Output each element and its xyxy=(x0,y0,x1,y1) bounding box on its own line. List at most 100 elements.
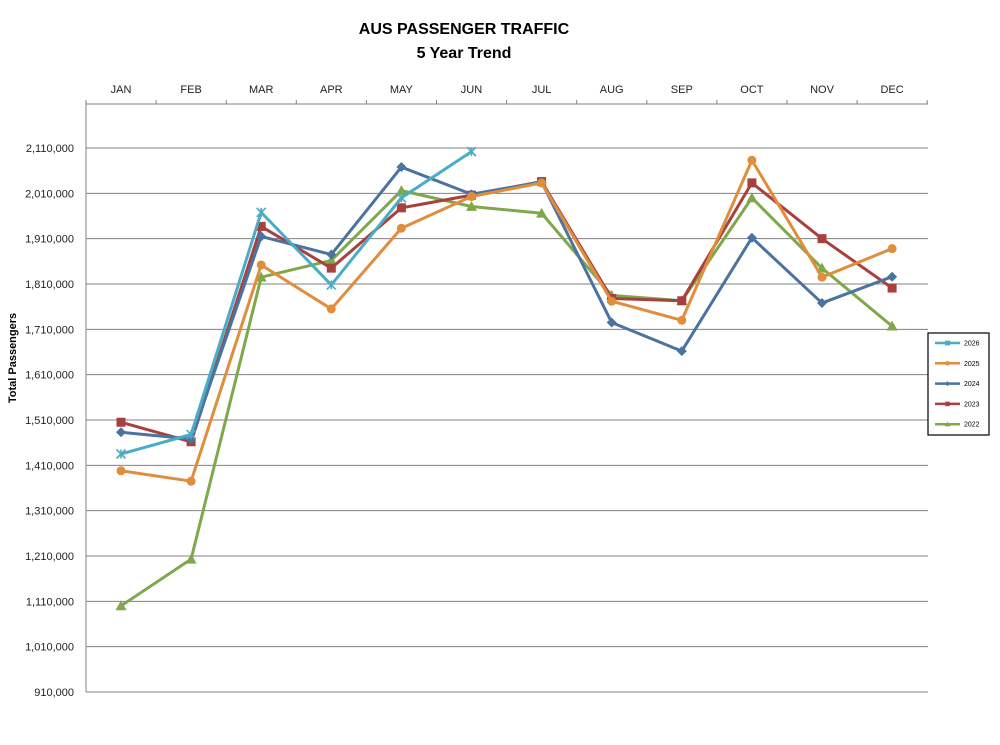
series-line xyxy=(120,150,473,456)
data-point xyxy=(817,298,827,309)
data-point xyxy=(746,232,757,243)
legend-label: 2024 xyxy=(964,381,980,388)
x-tick-label: MAY xyxy=(390,84,414,96)
data-point xyxy=(607,296,617,306)
chart-title: AUS PASSENGER TRAFFIC xyxy=(359,21,570,38)
y-tick-label: 2,010,000 xyxy=(25,188,74,200)
y-tick-label: 1,610,000 xyxy=(25,370,74,382)
data-point xyxy=(326,263,336,273)
legend-marker xyxy=(945,381,950,387)
data-point xyxy=(537,178,547,188)
y-tick-label: 910,000 xyxy=(34,687,74,699)
x-tick-label: SEP xyxy=(671,84,693,96)
data-point xyxy=(185,553,197,564)
x-tick-label: JUL xyxy=(532,84,552,96)
series-2022 xyxy=(115,185,898,611)
data-point xyxy=(396,192,407,203)
series-2025 xyxy=(116,155,897,486)
data-point xyxy=(887,271,898,282)
data-point xyxy=(396,223,406,233)
x-tick-label: FEB xyxy=(180,84,201,96)
x-axis: JAN FEB MAR APR MAY JUN JUL AUG SEP OCT NOV DEC xyxy=(85,84,928,105)
legend-marker xyxy=(944,340,951,346)
legend-item: 2026 xyxy=(935,340,980,348)
data-point xyxy=(396,203,406,213)
series-2026 xyxy=(115,146,477,460)
data-point xyxy=(887,244,897,254)
series-line xyxy=(120,189,894,608)
data-point xyxy=(256,207,267,218)
data-point xyxy=(747,155,757,165)
y-tick-label: 2,110,000 xyxy=(26,143,74,155)
data-point xyxy=(606,317,617,328)
data-point xyxy=(325,254,337,265)
y-tick-label: 1,110,000 xyxy=(26,596,74,608)
y-axis-label: Total Passengers xyxy=(7,313,19,403)
data-point xyxy=(115,448,127,460)
y-tick-label: 1,010,000 xyxy=(25,642,74,654)
data-point xyxy=(256,231,267,242)
legend: 2026 2025 2024 2023 2022 xyxy=(927,332,990,436)
series-2024 xyxy=(116,162,898,445)
data-point xyxy=(396,162,407,173)
data-point xyxy=(186,429,197,440)
data-point xyxy=(887,283,897,293)
series-line xyxy=(120,165,893,441)
y-tick-label: 1,310,000 xyxy=(25,506,74,518)
legend-label: 2023 xyxy=(964,401,980,408)
y-tick-label: 1,710,000 xyxy=(25,324,74,336)
series-group xyxy=(115,146,898,611)
data-point xyxy=(536,207,548,218)
x-tick-label: JUN xyxy=(461,84,482,96)
x-tick-label: AUG xyxy=(600,84,624,96)
legend-label: 2022 xyxy=(964,422,980,429)
series-2023 xyxy=(116,177,897,447)
data-point xyxy=(326,279,337,290)
data-point xyxy=(676,346,687,357)
data-point xyxy=(677,315,687,325)
legend-item: 2024 xyxy=(935,381,980,388)
x-tick-label: APR xyxy=(320,84,343,96)
data-point xyxy=(326,304,336,314)
legend-item: 2023 xyxy=(935,401,980,408)
data-point xyxy=(395,185,407,196)
legend-item: 2025 xyxy=(935,361,980,368)
legend-marker xyxy=(945,401,950,407)
legend-item: 2022 xyxy=(935,421,980,429)
data-point xyxy=(747,178,757,188)
data-point xyxy=(326,249,337,260)
data-point xyxy=(746,192,758,203)
data-point xyxy=(467,192,476,202)
x-tick-label: JAN xyxy=(111,84,132,96)
data-point xyxy=(256,260,266,270)
data-point xyxy=(466,146,477,157)
data-point xyxy=(116,417,126,427)
data-point xyxy=(256,221,266,231)
legend-marker xyxy=(945,361,950,366)
chart-subtitle: 5 Year Trend xyxy=(417,45,512,62)
x-tick-label: NOV xyxy=(810,84,835,96)
data-point xyxy=(116,466,126,476)
y-tick-label: 1,210,000 xyxy=(25,551,74,563)
series-line xyxy=(120,158,893,483)
y-tick-label: 1,910,000 xyxy=(25,234,74,246)
data-point xyxy=(677,296,687,306)
data-point xyxy=(186,476,196,486)
data-point xyxy=(817,272,827,282)
data-point xyxy=(255,271,267,282)
data-point xyxy=(886,320,898,331)
data-point xyxy=(817,234,827,244)
data-point xyxy=(115,600,127,611)
x-tick-label: OCT xyxy=(740,84,764,96)
legend-marker xyxy=(944,421,951,427)
legend-label: 2026 xyxy=(964,341,980,348)
y-tick-labels: 2,110,000 2,010,000 1,910,000 1,810,000 1,71… xyxy=(25,143,74,699)
y-tick-label: 1,410,000 xyxy=(25,460,74,472)
y-tick-label: 1,810,000 xyxy=(25,279,74,291)
x-tick-label: MAR xyxy=(249,84,274,96)
data-point xyxy=(116,427,126,438)
data-point xyxy=(466,200,477,211)
x-tick-label: DEC xyxy=(880,84,903,96)
legend-label: 2025 xyxy=(964,361,980,368)
